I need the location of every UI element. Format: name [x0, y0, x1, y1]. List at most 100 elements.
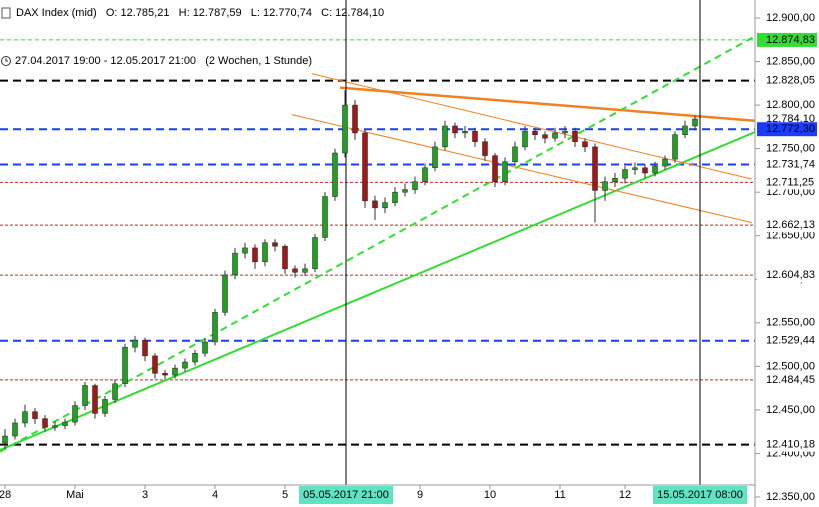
level-label-box	[757, 32, 817, 47]
level-label: 12.410,18	[766, 438, 815, 450]
level-label: 12.711,25	[766, 176, 814, 188]
candle-body	[582, 141, 588, 148]
level-label: 12.772,30	[766, 123, 815, 135]
candle-body	[242, 247, 248, 254]
candle-body	[432, 146, 438, 169]
candle-body	[252, 247, 258, 263]
candle-body	[422, 167, 428, 182]
candle-body	[122, 346, 128, 385]
level-label: 12.484,45	[766, 374, 815, 386]
candle-body	[182, 361, 188, 369]
candle-body	[652, 165, 658, 174]
x-tick-label: 11	[554, 489, 565, 501]
y-tick-label: 12.800,00	[766, 99, 815, 111]
candle-body	[262, 242, 268, 263]
candle-body	[202, 341, 208, 354]
candle-body	[362, 132, 368, 202]
candle-body	[682, 125, 688, 135]
y-tick-label: 12.850,00	[766, 55, 815, 67]
x-tick-label: 5	[282, 489, 288, 501]
level-label-box	[757, 122, 817, 137]
candle-body	[12, 422, 18, 437]
candle-body	[672, 134, 678, 160]
candle-body	[62, 421, 68, 426]
candle-body	[32, 411, 38, 419]
candle-body	[282, 245, 288, 270]
candle-body	[692, 118, 698, 127]
candle-body	[302, 268, 308, 273]
candle-body	[22, 411, 28, 424]
candle-body	[542, 134, 548, 139]
plot-area	[0, 0, 755, 485]
candle-body	[372, 200, 378, 209]
x-tick-label: Mai	[66, 489, 84, 501]
x-tick-label: 12	[619, 489, 631, 501]
x-tick-label: 28	[0, 489, 11, 501]
candle-body	[522, 130, 528, 148]
candle-body	[632, 167, 638, 170]
candle-body	[342, 104, 348, 154]
candle-body	[612, 177, 618, 182]
x-tick-label: 9	[417, 489, 423, 501]
candle-body	[212, 312, 218, 343]
marker-label: 15.05.2017 08:00	[657, 489, 743, 501]
y-tick-label: 12.450,00	[766, 404, 815, 416]
candle-body	[452, 125, 458, 134]
candle-body	[602, 181, 608, 191]
clock-icon	[1, 56, 11, 66]
candle-body	[292, 268, 298, 273]
level-label: 12.604,83	[766, 269, 815, 281]
level-label: 12.662,13	[766, 219, 815, 231]
candle-body	[2, 435, 8, 444]
candle-body	[532, 130, 538, 135]
level-label-box	[757, 157, 817, 172]
candle-body	[562, 130, 568, 134]
candle-body	[382, 202, 388, 209]
marker-label: 05.05.2017 21:00	[303, 489, 389, 501]
level-label: 12.731,74	[766, 158, 815, 170]
clock-hands	[5, 58, 8, 62]
candle-body	[172, 367, 178, 376]
trend-line	[291, 114, 753, 224]
menu-icon[interactable]	[1, 7, 11, 19]
chart-subtitle: 27.04.2017 19:00 - 12.05.2017 21:00 (2 W…	[15, 55, 312, 67]
candle-body	[622, 169, 628, 179]
level-label: 12.874,83	[766, 34, 815, 46]
candle-body	[642, 167, 648, 174]
candle-body	[162, 373, 168, 376]
candle-body	[412, 181, 418, 190]
candle-body	[312, 237, 318, 270]
candle-body	[592, 146, 598, 191]
level-label-box	[757, 175, 817, 190]
y-tick-label: 12.500,00	[766, 360, 815, 372]
candle-body	[492, 155, 498, 182]
candle-body	[332, 152, 338, 197]
candle-body	[472, 130, 478, 142]
candle-body	[92, 385, 98, 414]
candle-body	[232, 252, 238, 276]
candle-body	[482, 141, 488, 156]
candle-body	[42, 418, 48, 428]
chart-title: DAX Index (mid) O: 12.785,21 H: 12.787,5…	[16, 7, 384, 19]
candle-body	[392, 191, 398, 203]
level-label-box	[757, 333, 817, 348]
y-tick-label: 12.550,00	[766, 317, 815, 329]
level-label-box	[757, 73, 817, 88]
trend-line	[311, 73, 753, 180]
candle-body	[572, 130, 578, 142]
candle-body	[662, 158, 668, 167]
y-tick-label: 12.350,00	[766, 491, 815, 503]
candle-body	[112, 383, 118, 400]
candle-body	[402, 189, 408, 193]
trend-line	[339, 86, 755, 123]
level-label: 12.784,10	[766, 113, 815, 125]
candle-body	[192, 353, 198, 363]
candle-body	[352, 104, 358, 134]
marker-label-box	[299, 486, 393, 504]
candle-body	[152, 355, 158, 374]
trend-line	[0, 131, 755, 451]
level-label-box	[757, 372, 817, 387]
